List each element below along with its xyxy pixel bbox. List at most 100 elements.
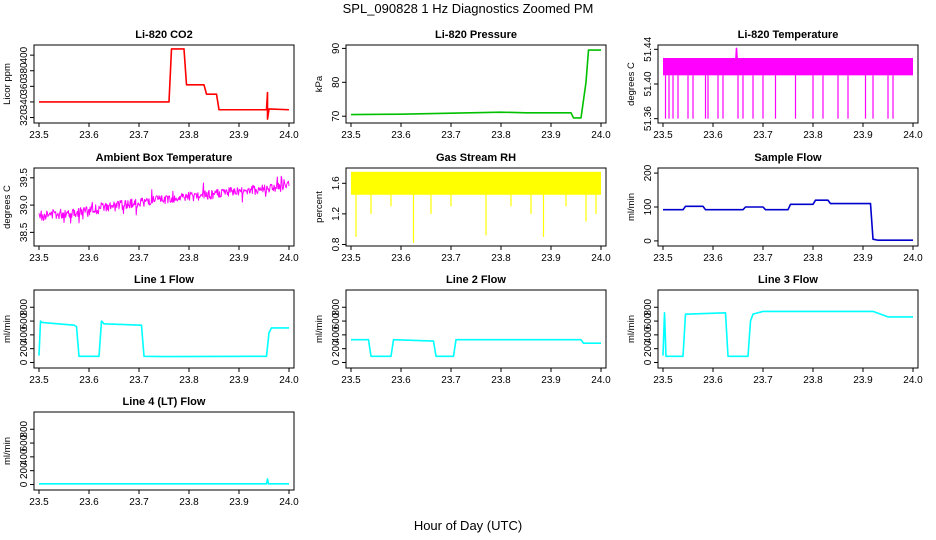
- x-tick-label: 23.5: [653, 253, 673, 264]
- series-line: [350, 49, 601, 119]
- x-tick-label: 23.5: [341, 130, 361, 141]
- x-tick-label: 23.9: [229, 497, 249, 508]
- y-tick-label: 800: [19, 420, 30, 437]
- y-tick-label: 51.36: [643, 106, 654, 131]
- x-tick-label: 23.9: [541, 253, 561, 264]
- plot-frame: [33, 167, 295, 247]
- x-tick-label: 23.7: [129, 253, 149, 264]
- plot-frame: [657, 44, 919, 124]
- panel-temperature: Li-820 Temperature degrees C 23.5 23.6 23.7 2…: [626, 29, 923, 141]
- series-group: [38, 320, 289, 358]
- plot-frame: [345, 289, 607, 369]
- y-axis-label: ml/min: [314, 315, 325, 343]
- series-group: [39, 48, 290, 120]
- panel-title: Line 2 Flow: [446, 274, 506, 286]
- x-tick-label: 23.7: [441, 375, 461, 386]
- y-axis-label: ml/min: [2, 315, 13, 343]
- x-tick-label: 23.6: [391, 375, 411, 386]
- panels-container: Li-820 CO2 Licor ppm 23.5 23.6 23.7 23.8 23.9 2…: [2, 29, 923, 508]
- series-line: [38, 175, 290, 224]
- x-tick-label: 23.7: [129, 130, 149, 141]
- y-tick-label: 600: [331, 312, 342, 329]
- x-tick-label: 23.8: [803, 130, 823, 141]
- y-tick-label: 600: [643, 312, 654, 329]
- y-axis-label: Licor ppm: [2, 63, 13, 105]
- y-tick-label: 400: [643, 326, 654, 343]
- panel-title: Li-820 CO2: [135, 29, 192, 41]
- y-tick-label: 0: [643, 359, 654, 365]
- panel-line2: Line 2 Flow ml/min 23.5 23.6 23.7 23.8 23.9 24.…: [314, 274, 611, 386]
- panel-title: Gas Stream RH: [436, 152, 516, 164]
- panel-title: Line 1 Flow: [134, 274, 194, 286]
- x-tick-label: 23.8: [179, 253, 199, 264]
- y-tick-label: 600: [19, 434, 30, 451]
- x-tick-label: 23.5: [29, 253, 49, 264]
- panel-pressure: Li-820 Pressure kPa 23.5 23.6 23.7 23.8 23.9 24…: [314, 29, 611, 141]
- y-tick-label: 400: [19, 448, 30, 465]
- x-tick-label: 23.5: [653, 375, 673, 386]
- series-group: [38, 175, 290, 224]
- x-tick-label: 23.8: [491, 130, 511, 141]
- y-tick-label: 400: [19, 46, 30, 63]
- panel-ambient: Ambient Box Temperature degrees C 23.5 23.6…: [2, 152, 299, 264]
- x-tick-label: 24.0: [279, 497, 299, 508]
- series-line: [351, 338, 601, 358]
- series-group: [350, 49, 601, 119]
- x-tick-label: 23.9: [229, 375, 249, 386]
- x-tick-label: 23.9: [229, 253, 249, 264]
- series-group: [662, 310, 913, 358]
- series-line: [39, 48, 290, 120]
- y-tick-label: 51.40: [643, 71, 654, 96]
- x-tick-label: 23.8: [803, 253, 823, 264]
- x-tick-label: 23.6: [703, 253, 723, 264]
- panel-line1: Line 1 Flow ml/min 23.5 23.6 23.7 23.8 23.9 24.…: [2, 274, 299, 386]
- x-tick-label: 23.5: [29, 375, 49, 386]
- y-tick-label: 0: [643, 238, 654, 244]
- x-tick-label: 24.0: [903, 130, 923, 141]
- series-line: [39, 478, 289, 485]
- y-tick-label: 400: [19, 326, 30, 343]
- y-tick-label: 200: [19, 462, 30, 479]
- x-tick-label: 23.7: [441, 253, 461, 264]
- y-axis-label: kPa: [314, 75, 325, 92]
- y-tick-label: 0: [331, 359, 342, 365]
- y-tick-label: 320: [19, 109, 30, 126]
- x-tick-label: 23.6: [703, 130, 723, 141]
- x-tick-label: 24.0: [591, 130, 611, 141]
- series-group: [663, 47, 913, 119]
- y-axis-label: ml/min: [626, 193, 637, 221]
- y-tick-label: 200: [331, 340, 342, 357]
- y-tick-label: 39.0: [19, 195, 30, 215]
- x-tick-label: 23.6: [391, 253, 411, 264]
- figure-title: SPL_090828 1 Hz Diagnostics Zoomed PM: [343, 1, 594, 16]
- y-tick-label: 200: [19, 340, 30, 357]
- plot-frame: [345, 167, 607, 247]
- series-line: [663, 199, 913, 242]
- plot-frame: [33, 411, 295, 491]
- series-line: [662, 310, 913, 358]
- x-tick-label: 23.8: [803, 375, 823, 386]
- x-tick-label: 23.6: [79, 253, 99, 264]
- x-tick-label: 23.5: [341, 253, 361, 264]
- y-tick-label: 0: [19, 359, 30, 365]
- figure-x-label: Hour of Day (UTC): [414, 518, 522, 533]
- y-axis-label: degrees C: [626, 62, 637, 106]
- x-tick-label: 23.7: [753, 253, 773, 264]
- x-tick-label: 24.0: [903, 253, 923, 264]
- x-tick-label: 24.0: [279, 375, 299, 386]
- x-tick-label: 23.9: [853, 130, 873, 141]
- series-line: [38, 320, 289, 358]
- y-axis-label: percent: [314, 191, 325, 223]
- x-tick-label: 23.8: [179, 375, 199, 386]
- y-tick-label: 80: [331, 76, 342, 88]
- panel-co2: Li-820 CO2 Licor ppm 23.5 23.6 23.7 23.8 23.9 2…: [2, 29, 299, 141]
- x-tick-label: 23.5: [341, 375, 361, 386]
- y-tick-label: 800: [331, 298, 342, 315]
- x-tick-label: 23.9: [229, 130, 249, 141]
- series-group: [351, 338, 601, 358]
- y-tick-label: 38.5: [19, 222, 30, 242]
- y-tick-label: 0: [19, 481, 30, 487]
- x-tick-label: 23.8: [179, 497, 199, 508]
- y-tick-label: 90: [331, 42, 342, 54]
